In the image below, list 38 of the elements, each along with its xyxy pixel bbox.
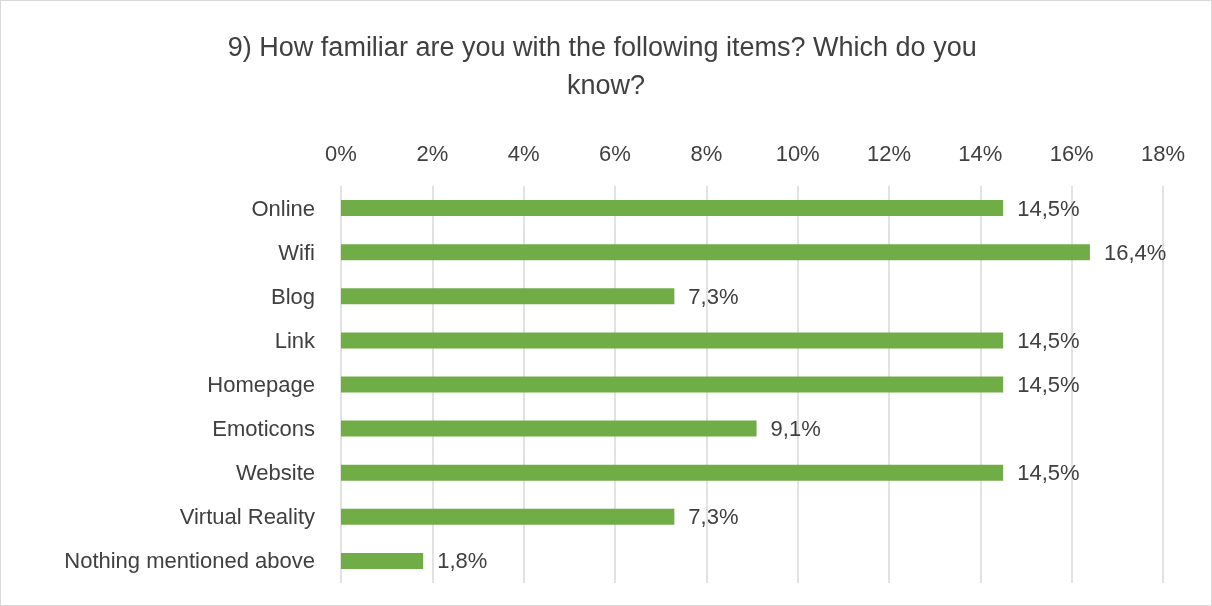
data-label: 9,1% (770, 416, 821, 442)
chart-title: 9) How familiar are you with the following items? Which do you know? (227, 32, 985, 100)
x-tick-label: 16% (1049, 140, 1094, 166)
bar (341, 200, 1004, 217)
y-tick-label: Website (235, 460, 315, 486)
x-tick-label: 12% (866, 140, 912, 166)
bar (341, 288, 675, 305)
y-tick-label: Wifi (278, 239, 315, 265)
x-tick-label: 18% (1140, 140, 1186, 166)
y-tick-label: Nothing mentioned above (64, 548, 315, 574)
data-label: 14,5% (1017, 372, 1080, 397)
data-label: 7,3% (688, 283, 739, 309)
bar (341, 332, 1004, 349)
y-tick-label: Blog (270, 283, 315, 309)
data-label: 16,4% (1103, 239, 1167, 265)
y-tick-label: Online (251, 195, 315, 221)
x-tick-label: 2% (416, 140, 449, 166)
x-tick-label: 8% (690, 140, 723, 166)
y-tick-label: Homepage (207, 372, 315, 397)
data-label: 7,3% (688, 504, 739, 530)
bar (341, 420, 757, 437)
bar (341, 508, 675, 525)
bar (341, 244, 1090, 261)
x-tick-label: 10% (775, 140, 820, 166)
data-label: 14,5% (1017, 327, 1080, 353)
x-tick-label: 0% (325, 140, 357, 166)
bar (341, 464, 1004, 481)
y-tick-label: Virtual Reality (179, 504, 315, 530)
bar (341, 376, 1004, 393)
x-tick-label: 4% (507, 140, 540, 166)
x-tick-label: 6% (599, 140, 631, 166)
y-tick-label: Emoticons (212, 416, 315, 442)
x-tick-label: 14% (958, 140, 1003, 166)
data-label: 1,8% (437, 548, 488, 574)
data-label: 14,5% (1017, 460, 1080, 486)
y-tick-label: Link (274, 327, 316, 353)
bar (341, 552, 424, 569)
data-label: 14,5% (1017, 195, 1080, 221)
